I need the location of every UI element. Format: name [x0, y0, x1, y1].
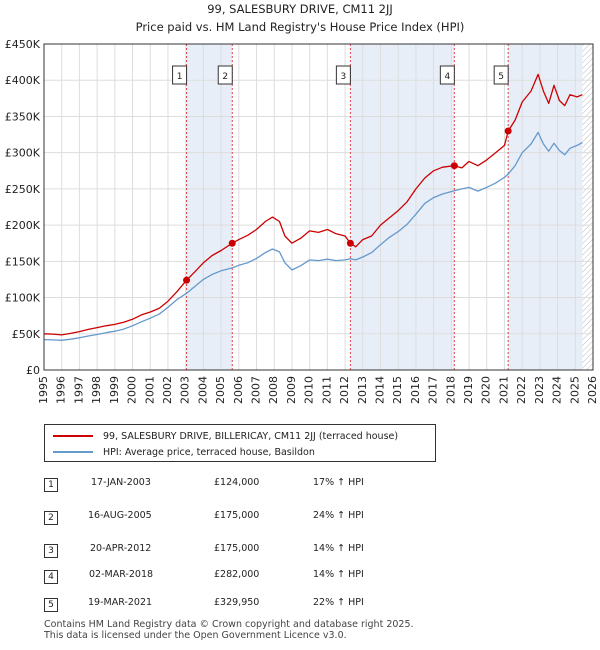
y-tick-label: £150K [5, 255, 41, 268]
sale-marker-box [217, 65, 233, 85]
sale-marker-box [439, 65, 455, 85]
sale-marker-box [493, 65, 509, 85]
x-tick-label: 2010 [303, 376, 316, 404]
y-tick-label: £350K [5, 110, 41, 123]
legend-swatch-property [53, 435, 93, 437]
x-tick-label: 1996 [55, 376, 68, 404]
y-tick-label: £200K [5, 219, 41, 232]
sale-number-badge: 5 [44, 598, 58, 612]
sale-hpi-change: 14% ↑ HPI [313, 569, 364, 580]
x-tick-label: 1997 [72, 376, 85, 404]
sale-number-badge: 4 [44, 570, 58, 584]
sale-point [183, 276, 191, 284]
sale-date: 16-AUG-2005 [88, 510, 152, 521]
sale-price: £282,000 [214, 569, 260, 580]
x-tick-label: 2012 [338, 376, 351, 404]
sale-marker-number: 2 [222, 72, 228, 82]
sale-point [504, 127, 512, 135]
future-hatch [582, 44, 593, 370]
legend-label-hpi: HPI: Average price, terraced house, Basi… [103, 446, 315, 458]
sale-marker-box [335, 65, 351, 85]
x-tick-label: 1995 [37, 376, 50, 404]
x-tick-label: 2003 [179, 376, 192, 404]
x-tick-label: 2025 [568, 376, 581, 404]
x-tick-label: 2019 [462, 376, 475, 404]
sale-number-badge: 1 [44, 478, 58, 492]
y-tick-label: £50K [12, 328, 41, 341]
x-tick-label: 2006 [232, 376, 245, 404]
x-tick-label: 2013 [356, 376, 369, 404]
legend-label-property: 99, SALESBURY DRIVE, BILLERICAY, CM11 2J… [103, 430, 399, 442]
x-tick-label: 2002 [161, 376, 174, 404]
x-tick-label: 2004 [196, 376, 209, 404]
sale-price: £175,000 [214, 510, 260, 521]
sale-hpi-change: 17% ↑ HPI [313, 477, 364, 488]
x-tick-label: 2000 [126, 376, 139, 404]
legend-item-hpi: HPI: Average price, terraced house, Basi… [53, 444, 315, 460]
sale-period-shade [186, 44, 233, 370]
sale-point [450, 162, 458, 170]
x-tick-label: 2017 [427, 376, 440, 404]
sale-price: £329,950 [214, 597, 260, 608]
footer-note: Contains HM Land Registry data © Crown c… [44, 619, 414, 641]
x-tick-label: 2022 [515, 376, 528, 404]
y-tick-label: £250K [5, 183, 41, 196]
price-chart: 99, SALESBURY DRIVE, CM11 2JJ Price paid… [5, 2, 599, 404]
chart-title-line2: Price paid vs. HM Land Registry's House … [136, 20, 465, 34]
sale-hpi-change: 22% ↑ HPI [313, 597, 364, 608]
y-tick-label: £450K [5, 38, 41, 51]
sale-date: 17-JAN-2003 [91, 477, 151, 488]
y-tick-label: £300K [5, 147, 41, 160]
plot-frame [43, 43, 594, 371]
property-price-line [43, 73, 583, 336]
x-tick-label: 2020 [480, 376, 493, 404]
x-tick-label: 2021 [497, 376, 510, 404]
x-tick-label: 1998 [90, 376, 103, 404]
x-tick-label: 2016 [409, 376, 422, 404]
footer-copyright: Contains HM Land Registry data © Crown c… [44, 619, 414, 630]
sale-point [346, 239, 354, 247]
sale-marker-number: 4 [444, 72, 450, 82]
x-tick-label: 2015 [391, 376, 404, 404]
sale-marker-box [172, 65, 188, 85]
x-tick-label: 1999 [108, 376, 121, 404]
x-tick-label: 2008 [267, 376, 280, 404]
footer-licence: This data is licensed under the Open Gov… [44, 630, 347, 641]
x-tick-label: 2005 [214, 376, 227, 404]
sale-number-badge: 2 [44, 511, 58, 525]
sale-date: 20-APR-2012 [90, 543, 152, 554]
sale-point [228, 239, 236, 247]
legend-swatch-hpi [53, 451, 93, 453]
x-tick-label: 2023 [533, 376, 546, 404]
sale-marker-number: 1 [177, 72, 183, 82]
chart-title-line1: 99, SALESBURY DRIVE, CM11 2JJ [207, 2, 393, 16]
x-tick-label: 2024 [551, 376, 564, 404]
hpi-line [43, 131, 583, 341]
x-tick-label: 2014 [373, 376, 386, 404]
legend-item-property: 99, SALESBURY DRIVE, BILLERICAY, CM11 2J… [53, 428, 398, 444]
x-tick-label: 2001 [143, 376, 156, 404]
x-tick-label: 2026 [586, 376, 599, 404]
sale-marker-number: 5 [498, 72, 504, 82]
sale-marker-number: 3 [341, 72, 347, 82]
y-tick-label: £400K [5, 74, 41, 87]
sale-period-shade [508, 44, 583, 370]
sale-price: £175,000 [214, 543, 260, 554]
sale-hpi-change: 14% ↑ HPI [313, 543, 364, 554]
x-tick-label: 2007 [250, 376, 263, 404]
sale-number-badge: 3 [44, 544, 58, 558]
sale-hpi-change: 24% ↑ HPI [313, 510, 364, 521]
x-tick-label: 2009 [285, 376, 298, 404]
sale-date: 19-MAR-2021 [88, 597, 153, 608]
sale-date: 02-MAR-2018 [89, 569, 154, 580]
x-tick-label: 2018 [444, 376, 457, 404]
y-tick-label: £100K [5, 292, 41, 305]
sale-price: £124,000 [214, 477, 260, 488]
x-tick-label: 2011 [320, 376, 333, 404]
y-tick-label: £0 [26, 364, 40, 377]
legend: 99, SALESBURY DRIVE, BILLERICAY, CM11 2J… [44, 424, 436, 462]
